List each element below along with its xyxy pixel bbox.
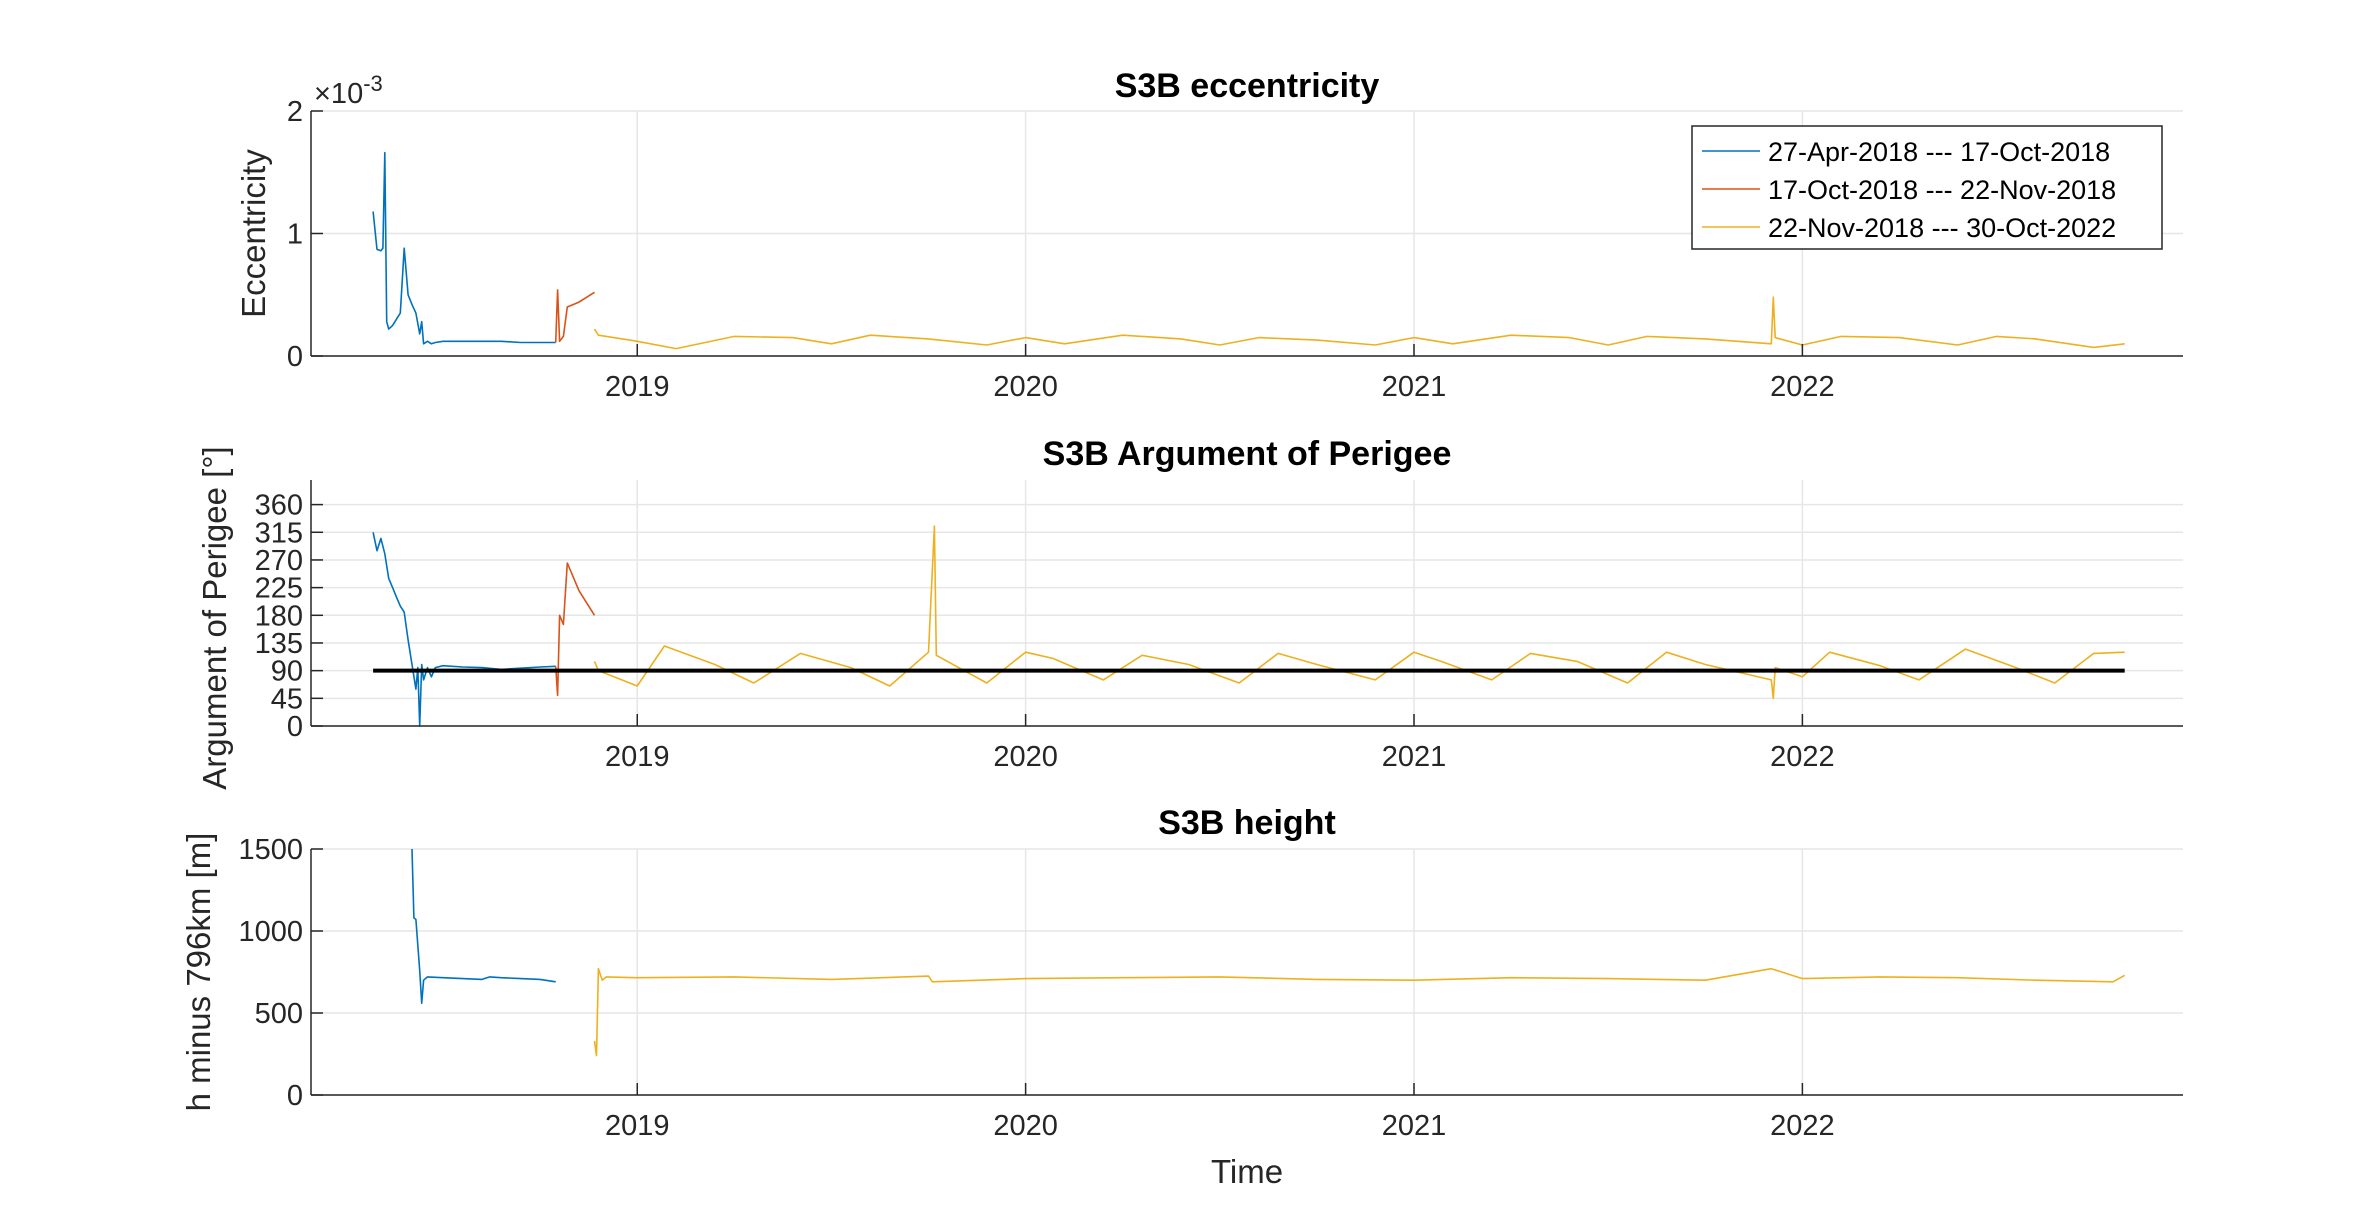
y-tick-label: 360 bbox=[255, 490, 303, 522]
x-tick-label: 2021 bbox=[1382, 371, 1447, 403]
y-tick-label: 1000 bbox=[238, 916, 303, 948]
x-tick-label: 2020 bbox=[993, 371, 1058, 403]
x-tick-label: 2021 bbox=[1382, 1110, 1447, 1142]
series-line-1 bbox=[411, 848, 556, 1005]
y-tick-label: 0 bbox=[287, 711, 303, 743]
x-tick-label: 2020 bbox=[993, 741, 1058, 773]
chart-title: S3B eccentricity bbox=[1115, 67, 1380, 105]
y-tick-label: 180 bbox=[255, 600, 303, 632]
series-line-3 bbox=[593, 296, 2125, 350]
series-line-2 bbox=[554, 562, 596, 697]
series-line-3 bbox=[593, 967, 2126, 1057]
series-line-1 bbox=[372, 151, 556, 345]
chart-title: S3B height bbox=[1158, 804, 1336, 842]
chart-title: S3B Argument of Perigee bbox=[1043, 435, 1452, 473]
y-tick-label: 1500 bbox=[238, 834, 303, 866]
plot-area bbox=[311, 849, 2183, 1095]
y-axis-exponent: ×10-3 bbox=[314, 71, 383, 110]
x-tick-label: 2019 bbox=[605, 1110, 670, 1142]
y-tick-label: 2 bbox=[287, 96, 303, 128]
y-axis-label: Eccentricity bbox=[235, 149, 272, 318]
x-tick-label: 2021 bbox=[1382, 741, 1447, 773]
y-tick-label: 90 bbox=[271, 656, 303, 688]
y-tick-label: 270 bbox=[255, 545, 303, 577]
y-axis-label: Argument of Perigee [°] bbox=[196, 446, 233, 789]
x-tick-label: 2019 bbox=[605, 741, 670, 773]
y-tick-label: 315 bbox=[255, 517, 303, 549]
exponent-base: ×10 bbox=[314, 78, 363, 110]
x-tick-label: 2019 bbox=[605, 371, 670, 403]
plot-area bbox=[311, 480, 2183, 726]
exponent-power: -3 bbox=[363, 71, 383, 96]
y-tick-label: 0 bbox=[287, 1080, 303, 1112]
legend-entry-1: 27-Apr-2018 --- 17-Oct-2018 bbox=[1768, 137, 2110, 167]
x-tick-label: 2022 bbox=[1770, 741, 1835, 773]
x-axis-label: Time bbox=[1211, 1153, 1283, 1190]
y-tick-label: 1 bbox=[287, 219, 303, 251]
y-tick-label: 225 bbox=[255, 573, 303, 605]
y-tick-label: 45 bbox=[271, 683, 303, 715]
y-tick-label: 0 bbox=[287, 341, 303, 373]
y-tick-label: 500 bbox=[255, 998, 303, 1030]
legend-box bbox=[1691, 125, 2163, 250]
legend-entry-2: 17-Oct-2018 --- 22-Nov-2018 bbox=[1768, 175, 2116, 205]
series-line-1 bbox=[372, 532, 556, 727]
x-tick-label: 2020 bbox=[993, 1110, 1058, 1142]
x-tick-label: 2022 bbox=[1770, 1110, 1835, 1142]
x-tick-label: 2022 bbox=[1770, 371, 1835, 403]
y-tick-label: 135 bbox=[255, 628, 303, 660]
y-axis-label: h minus 796km [m] bbox=[180, 833, 217, 1112]
legend-entry-3: 22-Nov-2018 --- 30-Oct-2022 bbox=[1768, 213, 2116, 243]
series-line-2 bbox=[554, 289, 595, 343]
